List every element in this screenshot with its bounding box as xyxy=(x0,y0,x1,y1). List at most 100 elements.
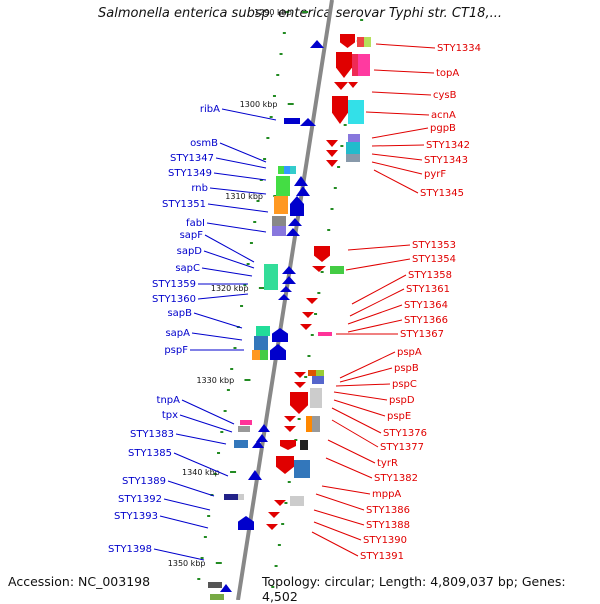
gene-label-sty1343[interactable]: STY1343 xyxy=(424,155,468,166)
reverse-gene-arrow xyxy=(312,266,326,272)
gene-label-sty1388[interactable]: STY1388 xyxy=(366,520,410,531)
gene-label-fabi[interactable]: fabI xyxy=(186,218,205,229)
gene-label-sty1359[interactable]: STY1359 xyxy=(152,279,196,290)
reverse-gene-arrow xyxy=(336,52,352,78)
gene-label-sty1386[interactable]: STY1386 xyxy=(366,505,410,516)
gene-label-sty1367[interactable]: STY1367 xyxy=(400,329,444,340)
gene-label-sty1360[interactable]: STY1360 xyxy=(152,294,196,305)
leader-line xyxy=(371,161,423,175)
gene-block xyxy=(278,166,286,174)
gene-block xyxy=(357,37,364,47)
gene-label-riba[interactable]: ribA xyxy=(200,104,220,115)
gene-block xyxy=(252,350,260,360)
gene-label-sty1342[interactable]: STY1342 xyxy=(426,140,470,151)
gene-label-rnb[interactable]: rnb xyxy=(191,183,208,194)
reverse-gene-arrow xyxy=(284,426,296,432)
leader-line xyxy=(175,433,227,445)
leader-line xyxy=(339,351,396,379)
gene-label-sty1353[interactable]: STY1353 xyxy=(412,240,456,251)
gene-label-sty1377[interactable]: STY1377 xyxy=(380,442,424,453)
leader-line xyxy=(313,509,365,526)
gene-label-pspf[interactable]: pspF xyxy=(164,345,188,356)
gene-block xyxy=(358,54,370,76)
gene-label-sty1392[interactable]: STY1392 xyxy=(118,494,162,505)
kbp-tick-label: 1350 kbp xyxy=(168,559,206,568)
gene-label-pspa[interactable]: pspA xyxy=(397,347,422,358)
gene-label-sty1349[interactable]: STY1349 xyxy=(168,168,212,179)
gene-label-sty1398[interactable]: STY1398 xyxy=(108,544,152,555)
gene-label-topa[interactable]: topA xyxy=(436,68,459,79)
gene-label-pspc[interactable]: pspC xyxy=(392,379,417,390)
forward-gene-arrow xyxy=(248,470,262,480)
leader-line xyxy=(347,244,411,251)
reverse-gene-arrow xyxy=(326,140,338,147)
leader-line xyxy=(191,332,243,341)
gene-block xyxy=(272,226,286,236)
gene-label-pgpb[interactable]: pgpB xyxy=(430,123,456,134)
gene-label-sapc[interactable]: sapC xyxy=(175,263,200,274)
gene-label-sty1385[interactable]: STY1385 xyxy=(128,448,172,459)
gene-label-sapd[interactable]: sapD xyxy=(177,246,203,257)
gene-label-tpx[interactable]: tpx xyxy=(162,410,178,421)
gene-block xyxy=(272,216,286,226)
gene-label-sty1351[interactable]: STY1351 xyxy=(162,199,206,210)
gene-label-pspe[interactable]: pspE xyxy=(387,411,411,422)
gene-label-pspb[interactable]: pspB xyxy=(394,363,419,374)
gene-block xyxy=(318,332,332,336)
gene-label-tyrr[interactable]: tyrR xyxy=(377,458,398,469)
gene-block xyxy=(308,370,316,376)
leader-line xyxy=(331,419,379,448)
gene-label-osmb[interactable]: osmB xyxy=(190,138,218,149)
leader-line xyxy=(373,69,435,74)
gene-label-sty1391[interactable]: STY1391 xyxy=(360,551,404,562)
gene-label-sty1376[interactable]: STY1376 xyxy=(383,428,427,439)
reverse-gene-arrow xyxy=(294,372,306,378)
gene-label-sty1389[interactable]: STY1389 xyxy=(122,476,166,487)
leader-line xyxy=(153,548,205,561)
gene-block xyxy=(310,388,322,408)
reverse-gene-arrow xyxy=(306,298,318,304)
gene-label-sty1361[interactable]: STY1361 xyxy=(406,284,450,295)
gene-label-sty1393[interactable]: STY1393 xyxy=(114,511,158,522)
gene-label-sapf[interactable]: sapF xyxy=(180,230,204,241)
reverse-gene-arrow xyxy=(326,160,338,167)
reverse-gene-arrow xyxy=(314,246,330,262)
kbp-tick-label: 1300 kbp xyxy=(240,100,278,109)
leader-line xyxy=(219,142,267,163)
kbp-tick-label: 1320 kbp xyxy=(211,284,249,293)
gene-block xyxy=(346,154,360,162)
leader-line xyxy=(327,439,376,464)
gene-label-sty1364[interactable]: STY1364 xyxy=(404,300,448,311)
leader-line xyxy=(173,452,229,477)
gene-label-cysb[interactable]: cysB xyxy=(433,90,457,101)
gene-label-sapb[interactable]: sapB xyxy=(167,308,192,319)
gene-label-mppa[interactable]: mppA xyxy=(372,489,401,500)
forward-gene-arrow xyxy=(270,344,286,360)
gene-label-tnpa[interactable]: tnpA xyxy=(157,395,181,406)
gene-label-sty1354[interactable]: STY1354 xyxy=(412,254,456,265)
leader-line xyxy=(179,414,233,433)
leader-line xyxy=(347,319,403,333)
leader-line xyxy=(315,493,365,511)
gene-block xyxy=(294,460,310,478)
gene-label-sty1382[interactable]: STY1382 xyxy=(374,473,418,484)
leader-line xyxy=(197,293,249,300)
gene-label-pyrf[interactable]: pyrF xyxy=(424,169,446,180)
leader-line xyxy=(373,169,419,194)
leader-line xyxy=(201,267,253,277)
gene-label-sty1347[interactable]: STY1347 xyxy=(170,153,214,164)
gene-label-sapa[interactable]: sapA xyxy=(165,328,190,339)
gene-label-sty1358[interactable]: STY1358 xyxy=(408,270,452,281)
forward-gene-arrow xyxy=(310,40,324,48)
gene-label-sty1383[interactable]: STY1383 xyxy=(130,429,174,440)
gene-label-sty1334[interactable]: STY1334 xyxy=(437,43,481,54)
gene-label-sty1345[interactable]: STY1345 xyxy=(420,188,464,199)
gene-label-sty1366[interactable]: STY1366 xyxy=(404,315,448,326)
gene-block xyxy=(330,266,344,274)
forward-gene-arrow xyxy=(258,424,270,432)
accession-text: Accession: NC_003198 xyxy=(8,574,151,589)
gene-label-acna[interactable]: acnA xyxy=(431,110,456,121)
gene-label-pspd[interactable]: pspD xyxy=(389,395,415,406)
leader-line xyxy=(215,157,267,169)
gene-label-sty1390[interactable]: STY1390 xyxy=(363,535,407,546)
